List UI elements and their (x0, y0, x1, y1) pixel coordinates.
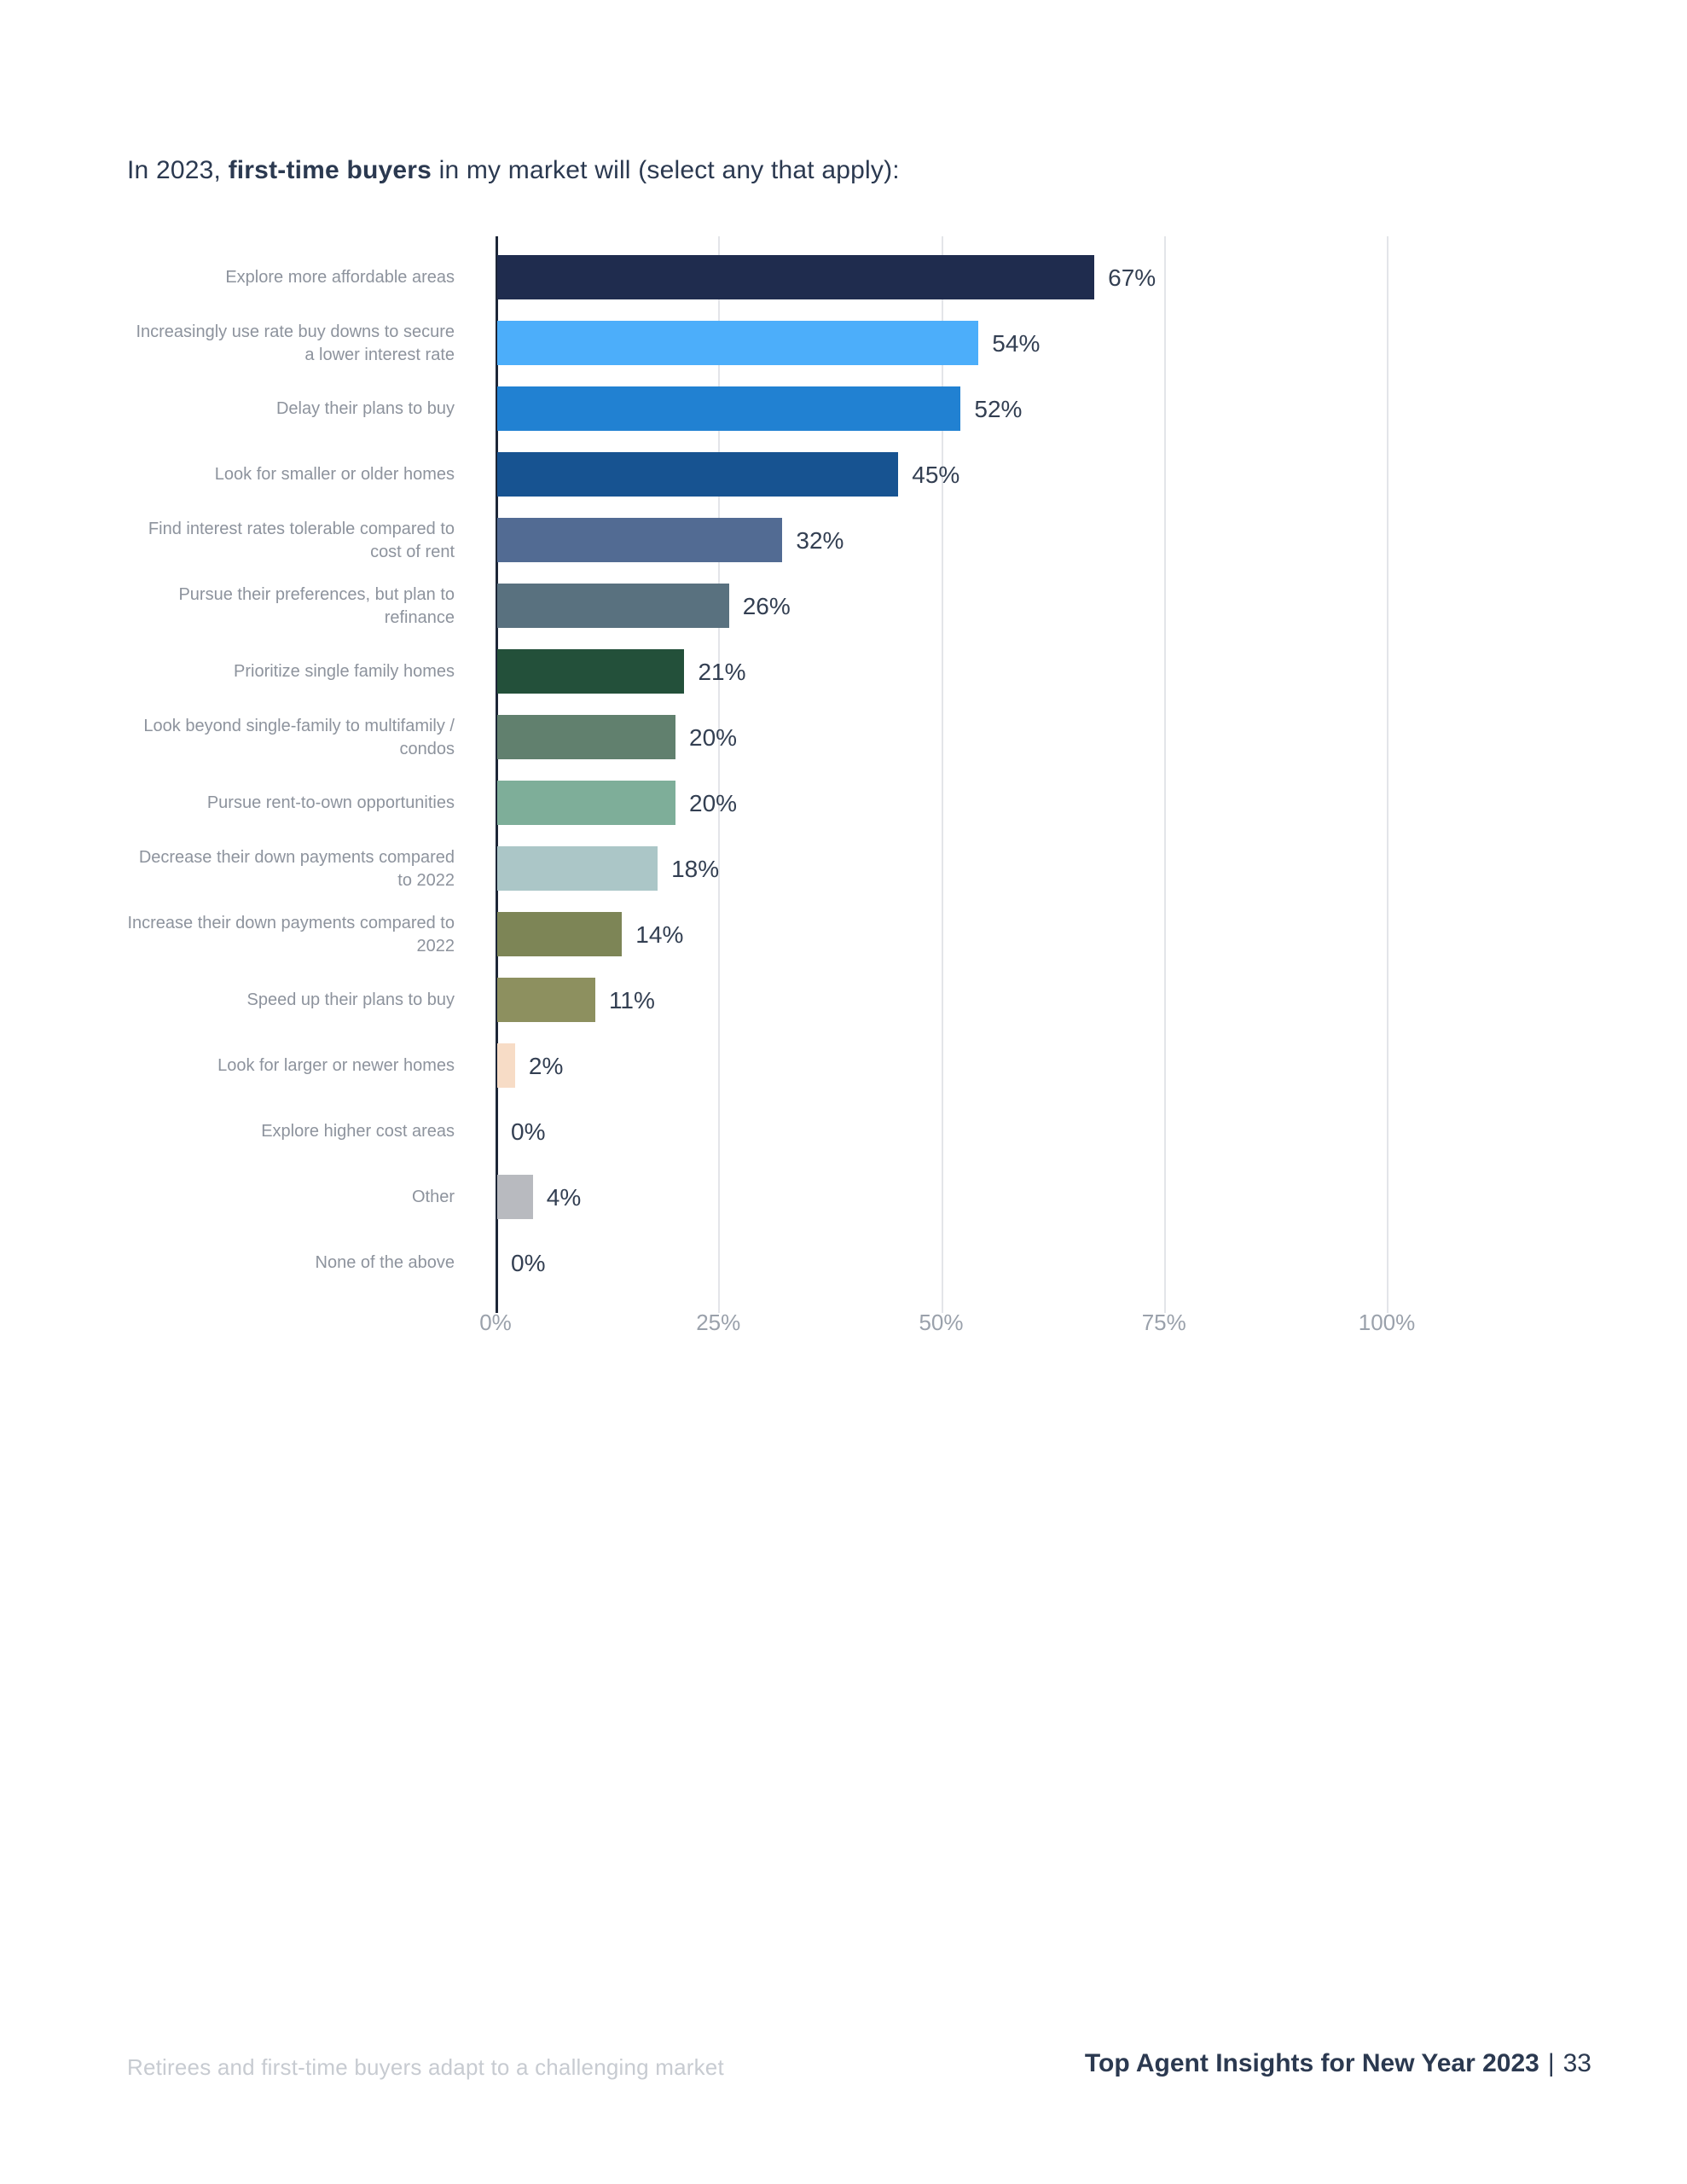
value-label: 26% (742, 592, 791, 619)
bar-area: 26% (496, 573, 1442, 639)
category-label: Increasingly use rate buy downs to secur… (136, 322, 455, 364)
bar (497, 584, 729, 628)
chart-row: Increasingly use rate buy downs to secur… (127, 311, 1594, 376)
category-label: Pursue their preferences, but plan to re… (178, 584, 455, 627)
chart-row: Look for larger or newer homes 2% (127, 1033, 1594, 1099)
bar (497, 781, 675, 825)
x-tick-label: 75% (1141, 1310, 1186, 1335)
category-label: Look for smaller or older homes (214, 465, 455, 484)
chart-row: Look beyond single-family to multifamily… (127, 705, 1594, 770)
x-tick-label: 100% (1358, 1310, 1416, 1335)
value-label: 14% (635, 921, 684, 948)
bar-area: 2% (496, 1033, 1442, 1099)
title-prefix: In 2023, (127, 156, 229, 184)
bar-area: 54% (496, 311, 1442, 376)
category-label: Find interest rates tolerable compared t… (148, 519, 455, 561)
value-label: 54% (992, 329, 1041, 357)
category-label: Look beyond single-family to multifamily… (143, 716, 455, 758)
bar-area: 18% (496, 836, 1442, 902)
chart-row: None of the above 0% (127, 1230, 1594, 1296)
chart-rows: Explore more affordable areas 67% Increasi… (127, 236, 1594, 1296)
bar-area: 21% (496, 639, 1442, 705)
bar-area: 14% (496, 902, 1442, 967)
category-label: Delay their plans to buy (275, 399, 455, 418)
bar (497, 978, 595, 1022)
bar-area: 45% (496, 442, 1442, 508)
bar (497, 255, 1095, 299)
value-label: 52% (974, 395, 1023, 422)
bar (497, 912, 623, 956)
chart-row: Explore more affordable areas 67% (127, 245, 1594, 311)
category-label: Decrease their down payments compared to… (138, 847, 455, 890)
category-label: Speed up their plans to buy (246, 990, 455, 1009)
category-label: Explore higher cost areas (261, 1122, 455, 1141)
chart-row: Pursue their preferences, but plan to re… (127, 573, 1594, 639)
plot-area: Explore more affordable areas 67% Increasi… (127, 236, 1594, 1313)
bar-area: 0% (496, 1099, 1442, 1165)
chart-row: Pursue rent-to-own opportunities 20% (127, 770, 1594, 836)
value-label: 4% (546, 1183, 582, 1211)
bar (497, 649, 685, 694)
value-label: 20% (689, 789, 738, 816)
value-label: 32% (796, 526, 844, 554)
bar (497, 452, 899, 497)
value-label: 2% (528, 1052, 564, 1079)
bar-area: 11% (496, 967, 1442, 1033)
value-label: 0% (511, 1118, 546, 1145)
chart-row: Other 4% (127, 1165, 1594, 1230)
bar (497, 321, 979, 365)
bar-area: 0% (496, 1230, 1442, 1296)
chart-row: Find interest rates tolerable compared t… (127, 508, 1594, 573)
chart-row: Prioritize single family homes 21% (127, 639, 1594, 705)
category-label: Increase their down payments compared to… (127, 913, 455, 956)
category-label: Pursue rent-to-own opportunities (206, 793, 455, 812)
bar (497, 1175, 533, 1219)
value-label: 21% (698, 658, 746, 685)
x-tick-label: 50% (919, 1310, 964, 1335)
value-label: 67% (1108, 264, 1157, 291)
footer-report-name: Top Agent Insights for New Year 2023 (1084, 2049, 1539, 2077)
category-label: Explore more affordable areas (225, 268, 455, 287)
category-label: Look for larger or newer homes (217, 1056, 455, 1075)
chart-row: Increase their down payments compared to… (127, 902, 1594, 967)
bar (497, 518, 783, 562)
chart-row: Speed up their plans to buy 11% (127, 967, 1594, 1033)
chart-row: Explore higher cost areas 0% (127, 1099, 1594, 1165)
bar-area: 32% (496, 508, 1442, 573)
footer-separator: | (1547, 2049, 1555, 2077)
bar (497, 715, 675, 759)
bar-chart: Explore more affordable areas 67% Increasi… (127, 236, 1594, 1344)
x-tick-label: 0% (479, 1310, 512, 1335)
title-suffix: in my market will (select any that apply… (432, 156, 900, 184)
bar-area: 20% (496, 770, 1442, 836)
footer-page-number: 33 (1562, 2049, 1591, 2077)
footer-title: Top Agent Insights for New Year 2023 | 33 (1085, 2049, 1591, 2078)
page-title: In 2023, first-time buyers in my market … (127, 156, 900, 185)
footer-caption: Retirees and first-time buyers adapt to … (127, 2054, 724, 2080)
chart-row: Decrease their down payments compared to… (127, 836, 1594, 902)
bar-area: 52% (496, 376, 1442, 442)
category-label: None of the above (315, 1253, 455, 1272)
x-tick-label: 25% (696, 1310, 741, 1335)
value-label: 0% (511, 1249, 546, 1276)
bar (497, 1043, 515, 1088)
bar (497, 386, 961, 431)
bar-area: 67% (496, 245, 1442, 311)
value-label: 20% (689, 723, 738, 751)
title-bold: first-time buyers (228, 156, 432, 184)
value-label: 11% (608, 986, 655, 1014)
category-label: Other (411, 1188, 455, 1206)
category-label: Prioritize single family homes (234, 662, 455, 681)
chart-row: Look for smaller or older homes 45% (127, 442, 1594, 508)
bar-area: 20% (496, 705, 1442, 770)
bar-area: 4% (496, 1165, 1442, 1230)
value-label: 45% (912, 461, 960, 488)
x-axis-ticks: 0% 25% 50% 75% 100% (479, 1310, 1442, 1344)
bar (497, 846, 658, 891)
value-label: 18% (671, 855, 720, 882)
chart-row: Delay their plans to buy 52% (127, 376, 1594, 442)
